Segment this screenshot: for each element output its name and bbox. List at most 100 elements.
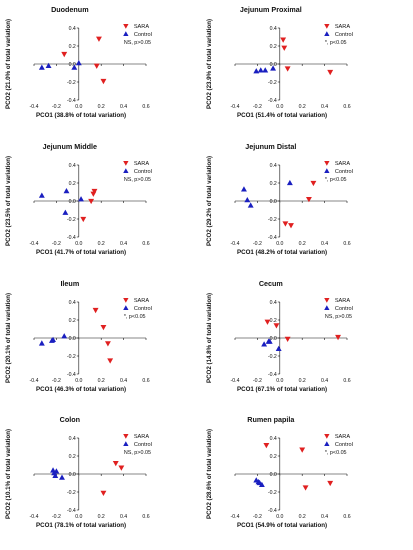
legend-control-marker <box>123 31 129 36</box>
sara-point <box>91 188 98 195</box>
sara-point <box>299 447 306 453</box>
y-tick-label: 0.4 <box>69 436 76 442</box>
y-tick-label: 0.0 <box>69 199 76 205</box>
control-point <box>75 60 82 66</box>
sara-point <box>280 37 287 43</box>
x-tick-label: -0.4 <box>30 378 39 384</box>
legend-control-marker <box>324 168 330 173</box>
y-tick-label: 0.0 <box>270 336 277 342</box>
significance-label: *, p<0.05 <box>325 450 347 456</box>
control-point <box>257 67 264 73</box>
legend-control-label: Control <box>335 169 353 175</box>
y-tick-label: 0.2 <box>270 44 277 50</box>
y-tick-label: -0.4 <box>268 372 277 378</box>
y-tick-label: -0.4 <box>67 98 76 104</box>
sara-point <box>335 334 341 341</box>
legend-control-label: Control <box>134 442 152 448</box>
significance-label: NS, p>0.05 <box>124 177 151 183</box>
x-axis-title: PCO1 (78.1% of total variation) <box>36 522 126 529</box>
sara-point <box>88 198 95 205</box>
legend-control-label: Control <box>134 306 152 312</box>
control-point <box>61 333 68 339</box>
x-tick-label: -0.2 <box>52 104 61 110</box>
control-point <box>258 481 265 487</box>
y-tick-label: 0.2 <box>69 318 76 324</box>
sara-point <box>264 319 271 325</box>
x-tick-label: -0.2 <box>253 378 262 384</box>
y-tick-label: 0.0 <box>270 472 277 478</box>
chart-title: Colon <box>60 415 80 424</box>
x-tick-label: 0.0 <box>75 104 82 110</box>
x-tick-label: 0.4 <box>120 241 127 247</box>
y-tick-label: -0.2 <box>268 354 277 360</box>
chart-title: Ileum <box>60 279 79 288</box>
x-axis-title: PCO1 (48.2% of total variation) <box>237 249 327 256</box>
control-point <box>63 188 70 194</box>
legend-sara-marker <box>324 298 330 303</box>
x-tick-label: 0.4 <box>120 514 127 520</box>
x-tick-label: 0.6 <box>142 378 149 384</box>
sara-point <box>100 325 107 331</box>
y-axis-title: PCO2 (10.1% of total variation) <box>5 429 12 519</box>
x-tick-label: -0.4 <box>30 104 39 110</box>
legend-sara-label: SARA <box>134 434 150 440</box>
chart-title: Rumen papila <box>247 415 295 424</box>
y-tick-label: 0.4 <box>69 163 76 169</box>
legend-control-marker <box>324 441 330 446</box>
legend-sara-label: SARA <box>335 298 351 304</box>
sara-point <box>263 443 270 449</box>
legend-sara-label: SARA <box>335 434 351 440</box>
x-tick-label: 0.0 <box>276 514 283 520</box>
y-tick-label: -0.2 <box>268 80 277 86</box>
control-point <box>247 202 254 208</box>
x-tick-label: 0.0 <box>75 378 82 384</box>
control-point <box>266 338 273 344</box>
y-tick-label: 0.2 <box>69 454 76 460</box>
x-tick-label: -0.4 <box>30 241 39 247</box>
y-tick-label: 0.2 <box>270 454 277 460</box>
legend-control-marker <box>123 168 129 173</box>
y-tick-label: 0.2 <box>69 181 76 187</box>
y-tick-label: 0.4 <box>69 26 76 32</box>
legend-sara-label: SARA <box>134 161 150 167</box>
x-tick-label: 0.4 <box>321 378 328 384</box>
control-point <box>45 62 52 68</box>
x-tick-label: 0.6 <box>142 104 149 110</box>
sara-point <box>112 461 119 467</box>
x-tick-label: 0.2 <box>98 378 105 384</box>
sara-point <box>61 51 68 58</box>
legend-sara-marker <box>324 24 330 29</box>
legend-sara-marker <box>123 24 129 29</box>
x-axis-title: PCO1 (38.8% of total variation) <box>36 112 126 119</box>
x-tick-label: 0.2 <box>98 104 105 110</box>
y-tick-label: -0.2 <box>67 217 76 223</box>
x-tick-label: 0.6 <box>142 241 149 247</box>
x-tick-label: -0.2 <box>253 241 262 247</box>
legend-sara-label: SARA <box>134 298 150 304</box>
legend-control-label: Control <box>335 442 353 448</box>
chart-panel-5: Cecum -0.4 -0.2 0.0 0.2 0.4 0.6 -0.4 -0.2 0.0 0.2 0… <box>206 279 353 393</box>
legend-control-marker <box>123 441 129 446</box>
sara-point <box>284 66 291 72</box>
x-tick-label: 0.6 <box>343 241 350 247</box>
y-tick-label: 0.4 <box>270 26 277 32</box>
x-tick-label: 0.2 <box>98 241 105 247</box>
chart-panel-3: Jejunum Distal -0.4 -0.2 0.0 0.2 0.4 0.6 -0.4 -0… <box>206 142 353 256</box>
x-tick-label: 0.6 <box>343 378 350 384</box>
sara-point <box>327 69 334 76</box>
control-point <box>262 67 269 73</box>
x-tick-label: 0.0 <box>75 514 82 520</box>
y-tick-label: 0.0 <box>69 336 76 342</box>
control-point <box>38 64 45 70</box>
control-point <box>71 64 78 70</box>
y-tick-label: 0.0 <box>270 62 277 68</box>
significance-label: *, p<0.05 <box>325 177 347 183</box>
chart-panel-0: Duodenum -0.4 -0.2 0.0 0.2 0.4 0.6 -0.4 -0.2 0.0 0… <box>5 5 152 119</box>
y-tick-label: 0.0 <box>69 62 76 68</box>
x-tick-label: -0.2 <box>52 378 61 384</box>
sara-point <box>107 358 114 364</box>
y-tick-label: 0.4 <box>69 300 76 306</box>
legend-sara-label: SARA <box>335 24 351 30</box>
y-tick-label: -0.4 <box>268 98 277 104</box>
